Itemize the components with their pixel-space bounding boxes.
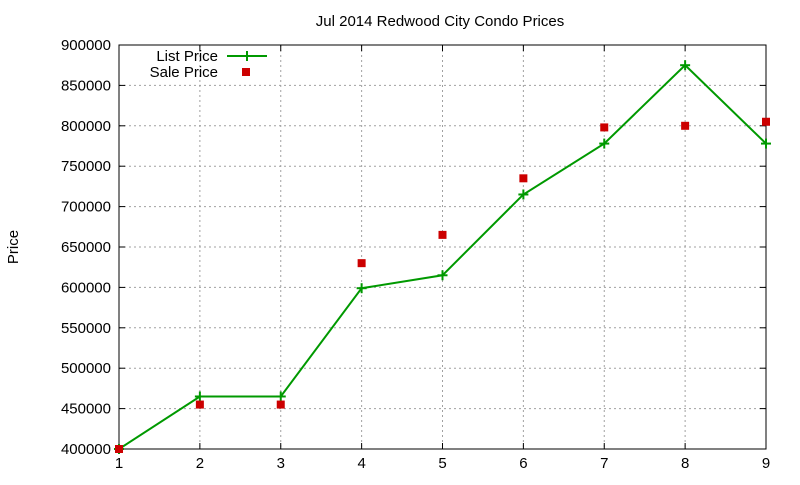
list-price-point [680, 60, 691, 71]
x-tick-label: 4 [357, 455, 365, 472]
list-price-point [761, 138, 771, 149]
x-tick-label: 9 [762, 455, 770, 472]
sale-price-point [276, 400, 285, 409]
plot-series [114, 60, 771, 454]
sale-price-point [762, 117, 770, 126]
y-tick-label: 500000 [61, 360, 111, 377]
list-price-point [356, 283, 367, 294]
legend-item: Sale Price [150, 64, 250, 81]
series-sale-price [115, 117, 770, 453]
list-price-point [275, 391, 286, 402]
legend-item: List Price [156, 48, 267, 65]
y-tick-label: 900000 [61, 37, 111, 54]
x-tick-label: 7 [600, 455, 608, 472]
sale-price-point [115, 445, 123, 453]
sale-price-point [438, 230, 447, 239]
sale-price-point [681, 121, 690, 130]
y-tick-label: 550000 [61, 320, 111, 337]
y-tick-label: 600000 [61, 279, 111, 296]
y-tick-label: 850000 [61, 77, 111, 94]
legend-square-marker [242, 68, 250, 76]
y-tick-label: 400000 [61, 441, 111, 458]
y-axis-label: Price [5, 230, 22, 264]
sale-price-point [357, 259, 366, 268]
x-tick-label: 6 [519, 455, 527, 472]
y-tick-label: 800000 [61, 118, 111, 135]
y-tick-label: 750000 [61, 158, 111, 175]
axes: 400000 450000 500000 550000 600000 650000 7000… [61, 37, 770, 472]
sale-price-point [600, 123, 609, 132]
y-tick-label: 450000 [61, 401, 111, 418]
x-tick-label: 5 [438, 455, 446, 472]
x-tick-label: 8 [681, 455, 689, 472]
list-price-point [599, 138, 610, 149]
legend-plus-marker [242, 51, 252, 61]
legend-label: Sale Price [150, 64, 218, 81]
list-price-point [194, 391, 205, 402]
x-tick-label: 3 [277, 455, 285, 472]
chart-title: Jul 2014 Redwood City Condo Prices [316, 13, 564, 30]
x-tick-label: 1 [115, 455, 123, 472]
list-price-point [437, 270, 448, 281]
sale-price-point [195, 400, 204, 409]
legend-label: List Price [156, 48, 218, 65]
sale-price-point [519, 174, 528, 183]
y-tick-label: 650000 [61, 239, 111, 256]
list-price-point [518, 189, 529, 200]
y-tick-label: 700000 [61, 199, 111, 216]
x-tick-label: 2 [196, 455, 204, 472]
